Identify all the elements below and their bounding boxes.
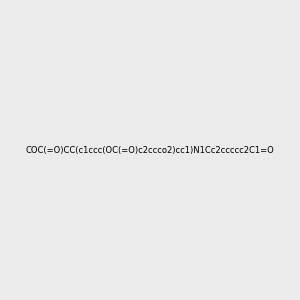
Text: COC(=O)CC(c1ccc(OC(=O)c2ccco2)cc1)N1Cc2ccccc2C1=O: COC(=O)CC(c1ccc(OC(=O)c2ccco2)cc1)N1Cc2c…	[26, 146, 275, 154]
